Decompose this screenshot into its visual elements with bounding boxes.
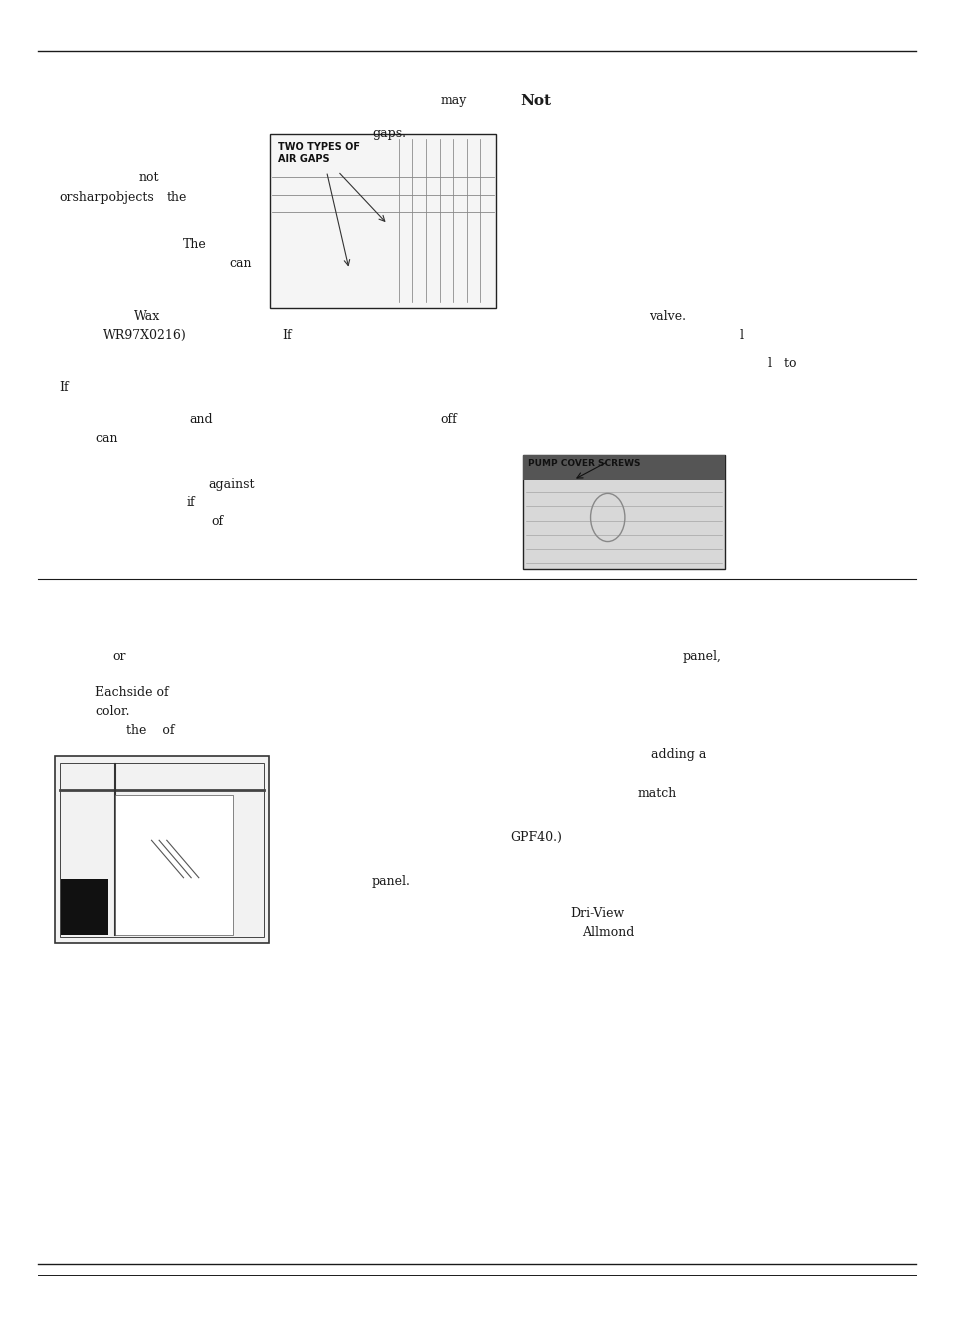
Text: The: The [183, 238, 207, 252]
Bar [522, 455, 724, 569]
Text: can: can [229, 257, 252, 270]
Bar [61, 879, 108, 935]
Text: of: of [212, 515, 224, 529]
Text: If: If [282, 329, 292, 343]
Text: l: l [739, 329, 742, 343]
Text: Wax: Wax [133, 310, 160, 324]
Text: TWO TYPES OF
AIR GAPS: TWO TYPES OF AIR GAPS [277, 142, 359, 163]
Text: panel.: panel. [372, 875, 411, 888]
Text: and: and [189, 413, 213, 427]
Text: Allmond: Allmond [581, 926, 634, 939]
Text: not: not [138, 171, 158, 185]
Text: orsharpobjects: orsharpobjects [59, 191, 153, 205]
Bar [55, 756, 269, 943]
Text: gaps.: gaps. [372, 127, 406, 140]
Text: Dri-View: Dri-View [570, 907, 624, 921]
Text: Eachside of: Eachside of [95, 686, 169, 700]
Bar [115, 795, 233, 935]
Text: if: if [187, 496, 195, 510]
Text: l   to: l to [767, 357, 796, 371]
Text: the    of: the of [126, 724, 174, 737]
Text: If: If [59, 381, 69, 395]
Text: or: or [112, 650, 126, 664]
Text: can: can [95, 432, 118, 446]
Text: WR97X0216): WR97X0216) [103, 329, 187, 343]
Text: the: the [167, 191, 187, 205]
Text: Not: Not [519, 94, 550, 107]
Bar [60, 763, 264, 937]
Text: adding a: adding a [650, 748, 705, 761]
Text: against: against [208, 478, 254, 491]
Bar [270, 134, 496, 308]
Text: panel,: panel, [681, 650, 720, 664]
Text: match: match [637, 787, 676, 800]
Text: valve.: valve. [648, 310, 685, 324]
Text: GPF40.): GPF40.) [510, 831, 561, 844]
Text: PUMP COVER SCREWS: PUMP COVER SCREWS [527, 459, 639, 468]
Bar [522, 455, 724, 480]
Text: may: may [440, 94, 467, 107]
Text: color.: color. [95, 705, 130, 719]
Text: off: off [440, 413, 457, 427]
